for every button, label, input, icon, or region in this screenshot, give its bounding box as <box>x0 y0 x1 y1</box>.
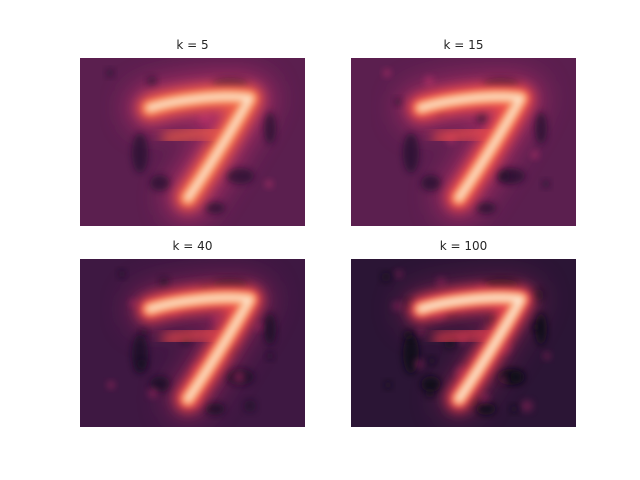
panel-title-k15: k = 15 <box>443 38 484 52</box>
reconstruction-svg-k100 <box>351 259 576 427</box>
reconstruction-svg-k15 <box>351 58 576 226</box>
panel-title-k5: k = 5 <box>176 38 209 52</box>
panel-title-k40: k = 40 <box>172 239 213 253</box>
reconstruction-svg-k5 <box>80 58 305 226</box>
reconstruction-image-k100 <box>351 259 576 427</box>
reconstruction-image-k15 <box>351 58 576 226</box>
reconstruction-svg-k40 <box>80 259 305 427</box>
panel-title-k100: k = 100 <box>439 239 488 253</box>
reconstruction-image-k5 <box>80 58 305 226</box>
reconstruction-image-k40 <box>80 259 305 427</box>
